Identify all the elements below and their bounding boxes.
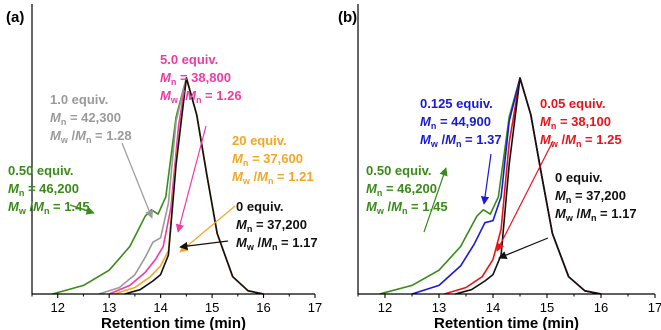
annotation-arrow — [179, 240, 229, 251]
x-tick-label: 15 — [540, 300, 554, 315]
annotation-arrow — [423, 167, 448, 233]
annotation-mn: Mn = 37,600 — [232, 151, 303, 168]
annotation-equiv: 0 equiv. — [555, 170, 602, 185]
x-tick-label: 17 — [308, 300, 322, 315]
x-axis-label: Retention time (min) — [434, 315, 579, 330]
annotation-mn: Mn = 38,800 — [160, 70, 231, 87]
x-tick-label: 14 — [153, 300, 167, 315]
x-tick-label: 16 — [256, 300, 270, 315]
panel-label: (a) — [6, 9, 24, 26]
annotation-equiv: 20 equiv. — [232, 133, 287, 148]
annotation-mn: Mn = 42,300 — [50, 110, 121, 127]
annotation-pdi: Mw /Mn = 1.28 — [50, 128, 132, 145]
series-line — [108, 77, 264, 295]
annotation-pdi: Mw /Mn = 1.45 — [366, 199, 448, 216]
annotation-pdi: Mw /Mn = 1.26 — [160, 88, 242, 105]
annotation-equiv: 0 equiv. — [236, 199, 283, 214]
annotation-mn: Mn = 38,100 — [540, 114, 611, 131]
annotation-equiv: 1.0 equiv. — [50, 92, 108, 107]
panel-label: (b) — [338, 9, 357, 26]
series-line — [114, 77, 264, 295]
chart-panel-b: (b) 12 13 14 15 16 17 Retention time (min) 0.50 … — [338, 4, 661, 330]
annotation-equiv: 0.05 equiv. — [540, 96, 606, 111]
annotation-equiv: 0.125 equiv. — [420, 96, 493, 111]
x-tick-label: 17 — [648, 300, 661, 315]
annotation-pdi: Mw /Mn = 1.17 — [555, 206, 637, 223]
annotation-pdi: Mw /Mn = 1.45 — [8, 199, 90, 216]
series-line — [124, 77, 264, 295]
x-tick-label: 12 — [378, 300, 392, 315]
x-tick-label: 12 — [50, 300, 64, 315]
x-tick-label: 14 — [486, 300, 500, 315]
annotation-arrow — [121, 142, 154, 219]
x-tick-label: 16 — [594, 300, 608, 315]
annotation-arrow — [69, 204, 95, 215]
annotation-pdi: Mw /Mn = 1.21 — [232, 169, 314, 186]
annotation-mn: Mn = 37,200 — [555, 188, 626, 205]
annotation-arrow — [179, 205, 236, 253]
x-tick-label: 15 — [205, 300, 219, 315]
annotation-mn: Mn = 44,900 — [420, 114, 491, 131]
annotation-mn: Mn = 46,200 — [8, 181, 79, 198]
annotation-pdi: Mw /Mn = 1.37 — [420, 132, 502, 149]
annotation-equiv: 5.0 equiv. — [160, 52, 218, 67]
annotation-pdi: Mw /Mn = 1.17 — [236, 235, 318, 252]
annotation-arrow — [175, 125, 207, 233]
x-tick-label: 13 — [102, 300, 116, 315]
annotation-mn: Mn = 46,200 — [366, 181, 437, 198]
annotation-mn: Mn = 37,200 — [236, 217, 307, 234]
annotation-arrow — [480, 153, 492, 205]
series-line — [454, 77, 602, 295]
annotation-arrow — [498, 237, 549, 260]
annotation-arrow — [496, 140, 554, 252]
x-tick-label: 13 — [432, 300, 446, 315]
chart-panel-a: (a) 12 13 14 15 16 17 Retention time (min) 0.50 … — [6, 4, 322, 330]
annotation-equiv: 0.50 equiv. — [366, 163, 432, 178]
x-axis-label: Retention time (min) — [101, 315, 246, 330]
annotation-pdi: Mw /Mn = 1.25 — [540, 132, 622, 149]
annotation-equiv: 0.50 equiv. — [8, 163, 74, 178]
